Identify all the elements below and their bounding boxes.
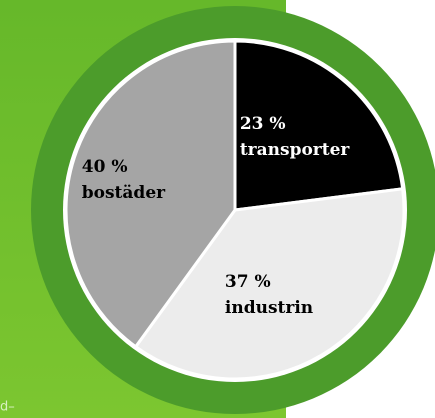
slice-category-label: industrin [225,298,313,318]
annotation: d– [0,400,15,415]
slice-category-label: transporter [240,140,351,160]
slice-value-label: 40 % [82,157,128,177]
slice-category-label: bostäder [82,183,166,203]
pie-slice [233,39,405,212]
pie-slice [64,39,237,349]
pie-slice [133,187,406,381]
pie: 23 % transporter 37 % industrin 40 % bostäder [64,39,406,381]
slice-value-label: 37 % [225,272,271,292]
slice-value-label: 23 % [240,114,286,134]
